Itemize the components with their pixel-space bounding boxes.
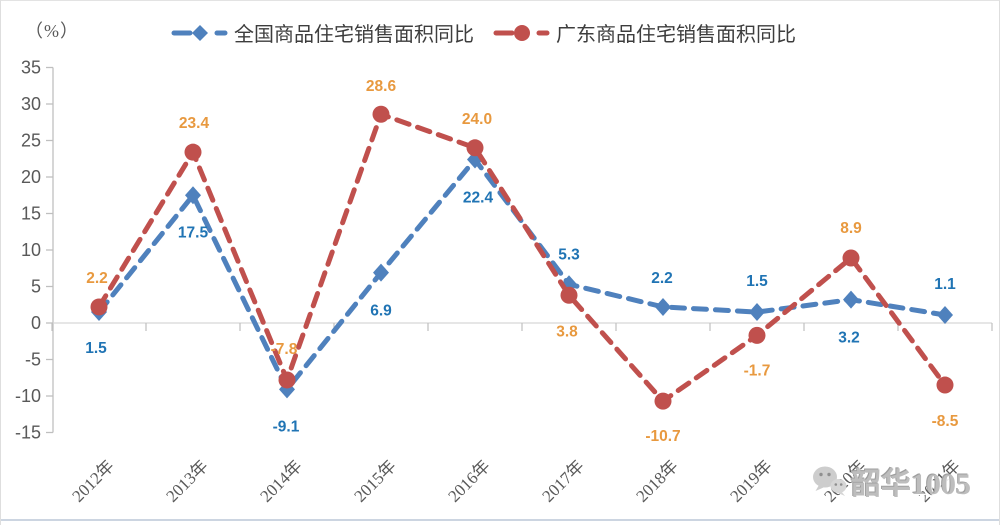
x-tick-label-2018年: 2018年 xyxy=(632,456,681,505)
legend-label-national: 全国商品住宅销售面积同比 xyxy=(234,24,474,46)
series-line-1 xyxy=(96,111,948,404)
circle-marker-icon xyxy=(466,139,484,157)
data-label-1-2016年: 24.0 xyxy=(462,111,492,128)
legend-line-diamond-icon xyxy=(171,24,228,41)
diamond-marker-icon xyxy=(655,297,671,316)
x-tick-label-2014年: 2014年 xyxy=(256,456,305,505)
data-label-0-2016年: 22.4 xyxy=(463,189,494,206)
y-tick-label-30: 30 xyxy=(21,94,41,114)
x-tick-label-2015年: 2015年 xyxy=(350,456,399,505)
data-label-0-2015年: 6.9 xyxy=(370,303,392,320)
legend-line-circle-icon xyxy=(493,24,550,41)
circle-marker-icon xyxy=(278,371,296,389)
data-label-0-2012年: 1.5 xyxy=(85,340,107,357)
data-label-0-2019年: 1.5 xyxy=(746,273,768,290)
x-tick-label-2021年: 2021年 xyxy=(914,456,963,505)
circle-marker-icon xyxy=(514,24,530,41)
y-tick-label-0: 0 xyxy=(31,313,41,333)
data-label-0-2021年: 1.1 xyxy=(934,276,956,293)
diamond-marker-icon xyxy=(937,305,953,324)
x-tick-label-2019年: 2019年 xyxy=(726,456,775,505)
y-tick-label-15: 15 xyxy=(21,204,41,224)
data-label-0-2018年: 2.2 xyxy=(651,270,673,287)
legend-label-guangdong: 广东商品住宅销售面积同比 xyxy=(556,24,796,46)
data-label-1-2012年: 2.2 xyxy=(86,270,108,287)
y-tick-label-35: 35 xyxy=(21,58,41,78)
diamond-marker-icon xyxy=(749,303,765,322)
data-label-1-2019年: -1.7 xyxy=(744,362,771,379)
data-label-1-2017年: 3.8 xyxy=(556,323,578,340)
x-tick-label-2016年: 2016年 xyxy=(444,456,493,505)
y-tick-label-5: 5 xyxy=(31,277,41,297)
data-label-0-2020年: 3.2 xyxy=(838,330,860,347)
circle-marker-icon xyxy=(184,143,202,161)
circle-marker-icon xyxy=(90,298,108,316)
data-label-1-2015年: 28.6 xyxy=(366,78,397,95)
circle-marker-icon xyxy=(936,376,954,394)
x-tick-label-2017年: 2017年 xyxy=(538,456,587,505)
data-label-0-2017年: 5.3 xyxy=(558,246,580,263)
legend-item-national: 全国商品住宅销售面积同比 xyxy=(171,18,474,47)
diamond-marker-icon xyxy=(185,186,201,205)
circle-marker-icon xyxy=(372,105,390,123)
data-label-1-2018年: -10.7 xyxy=(645,428,680,445)
y-axis-unit-label: （%） xyxy=(25,21,79,41)
circle-marker-icon xyxy=(654,392,672,410)
y-tick-label-25: 25 xyxy=(21,131,41,151)
circle-marker-icon xyxy=(748,326,766,344)
y-tick-label-20: 20 xyxy=(21,167,41,187)
y-tick-label--10: -10 xyxy=(15,386,41,406)
data-label-1-2020年: 8.9 xyxy=(840,220,862,237)
legend-item-guangdong: 广东商品住宅销售面积同比 xyxy=(493,18,796,47)
data-label-1-2014年: -7.8 xyxy=(271,341,298,358)
data-label-0-2013年: 17.5 xyxy=(178,224,209,241)
y-tick-label--15: -15 xyxy=(15,423,41,443)
circle-marker-icon xyxy=(560,286,578,304)
y-tick-label--5: -5 xyxy=(25,350,41,370)
data-label-0-2014年: -9.1 xyxy=(273,418,300,435)
x-tick-label-2020年: 2020年 xyxy=(820,456,869,505)
data-label-1-2013年: 23.4 xyxy=(179,115,210,132)
circle-marker-icon xyxy=(842,249,860,267)
diamond-marker-icon xyxy=(843,290,859,309)
bottom-divider xyxy=(1,519,999,521)
diamond-marker-icon xyxy=(192,24,208,41)
data-label-1-2021年: -8.5 xyxy=(932,413,959,430)
x-tick-label-2012年: 2012年 xyxy=(68,456,117,505)
x-tick-label-2013年: 2013年 xyxy=(162,456,211,505)
chart-legend: 全国商品住宅销售面积同比 广东商品住宅销售面积同比 xyxy=(171,18,796,47)
series-line-0 xyxy=(96,157,948,392)
y-tick-label-10: 10 xyxy=(21,240,41,260)
diamond-marker-icon xyxy=(373,263,389,282)
